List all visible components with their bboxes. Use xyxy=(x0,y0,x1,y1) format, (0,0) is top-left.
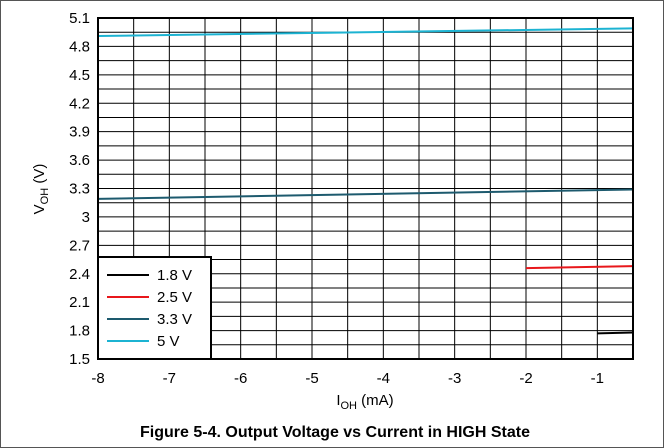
legend-box xyxy=(97,256,212,360)
x-tick-labels: -8 -7 -6 -5 -4 -3 -2 -1 xyxy=(91,370,604,387)
y-tick-label: 1.8 xyxy=(69,323,90,340)
y-axis-label: VOH (V) xyxy=(31,164,51,215)
y-tick-label: 3.6 xyxy=(69,152,90,169)
y-tick-label: 2.4 xyxy=(69,266,90,283)
series-line xyxy=(97,188,634,200)
series-layer xyxy=(97,27,634,335)
y-tick-label: 2.7 xyxy=(69,237,90,254)
y-tick-label: 5.1 xyxy=(69,10,90,27)
x-tick-label: -8 xyxy=(91,370,104,387)
x-axis-label-main: I xyxy=(336,392,340,409)
series-line xyxy=(597,331,634,335)
y-tick-label: 3.3 xyxy=(69,181,90,198)
y-axis-label-main: V xyxy=(31,204,48,214)
y-tick-label: 3.9 xyxy=(69,124,90,141)
plot-area-border xyxy=(97,17,634,360)
x-tick-label: -7 xyxy=(163,370,176,387)
x-tick-label: -5 xyxy=(305,370,318,387)
legend: 1.8 V 2.5 V 3.3 V 5 V xyxy=(97,256,212,360)
y-tick-labels: 1.5 1.8 2.1 2.4 2.7 3 3.3 3.6 3.9 4.2 4.5 4.8 5.1 xyxy=(69,10,90,368)
y-tick-label: 4.5 xyxy=(69,67,90,84)
legend-label: 1.8 V xyxy=(157,267,192,284)
y-tick-label: 4.8 xyxy=(69,38,90,55)
x-tick-label: -2 xyxy=(519,370,532,387)
legend-label: 3.3 V xyxy=(157,311,192,328)
x-tick-label: -6 xyxy=(234,370,247,387)
x-axis-label-sub: OH xyxy=(341,400,358,412)
x-tick-label: -3 xyxy=(448,370,461,387)
legend-label: 2.5 V xyxy=(157,289,192,306)
legend-label: 5 V xyxy=(157,333,180,350)
x-tick-label: -4 xyxy=(377,370,390,387)
y-axis-label-unit: (V) xyxy=(31,164,48,188)
x-axis-label: IOH (mA) xyxy=(336,392,393,412)
x-tick-label: -1 xyxy=(591,370,604,387)
figure-caption: Figure 5-4. Output Voltage vs Current in… xyxy=(140,424,530,441)
y-axis-label-sub: OH xyxy=(39,188,51,205)
y-tick-label: 2.1 xyxy=(69,294,90,311)
series-line xyxy=(525,265,634,270)
y-tick-label: 3 xyxy=(82,209,90,226)
series-line xyxy=(97,27,634,37)
y-tick-label: 4.2 xyxy=(69,95,90,112)
y-tick-label: 1.5 xyxy=(69,351,90,368)
x-axis-label-unit: (mA) xyxy=(357,392,394,409)
